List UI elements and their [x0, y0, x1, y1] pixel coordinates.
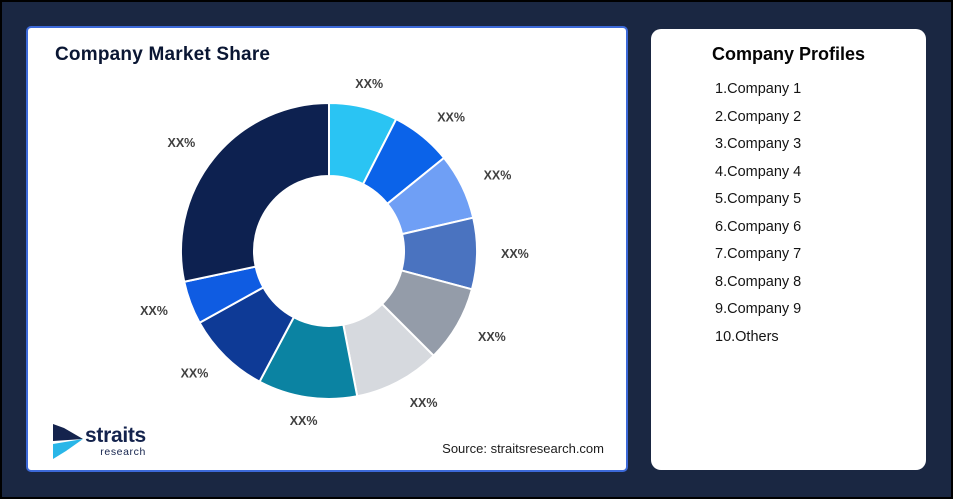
source-note: Source: straitsresearch.com — [442, 441, 604, 456]
profile-list-item: 1.Company 1 — [715, 81, 802, 97]
donut-segment-label: XX% — [501, 247, 529, 261]
donut-segment-label: XX% — [437, 110, 465, 124]
logo-text: straits research — [85, 425, 146, 458]
donut-segment-label: XX% — [484, 169, 512, 183]
donut-segment-label: XX% — [140, 304, 168, 318]
profiles-list: 1.Company 1 2.Company 2 3.Company 3 4.Co… — [651, 76, 926, 351]
logo-arrow-bottom — [53, 439, 83, 459]
logo-arrow-icon — [53, 424, 83, 459]
donut-segment-label: XX% — [290, 414, 318, 428]
profile-list-item: 2.Company 2 — [715, 108, 802, 125]
profile-list-item: 3.Company 3 — [715, 136, 802, 152]
profile-list-item: 7.Company 7 — [715, 246, 802, 262]
donut-segment-label: XX% — [181, 367, 209, 381]
profile-list-item: 4.Company 4 — [715, 163, 802, 180]
donut-segment-label: XX% — [478, 330, 506, 344]
profile-list-item: 5.Company 5 — [715, 191, 802, 207]
logo-arrow-top — [53, 424, 83, 441]
logo-name: straits — [85, 423, 146, 447]
profile-list-item: 10.Others — [715, 328, 779, 345]
market-share-card: Company Market Share XX% XX% XX% XX% XX% XX% X… — [26, 26, 628, 472]
profile-list-item: 9.Company 9 — [715, 301, 802, 317]
donut-segment — [179, 102, 330, 283]
straits-research-logo: straits research — [50, 422, 146, 460]
company-profiles-card: Company Profiles 1.Company 1 2.Company 2… — [651, 29, 926, 470]
profile-list-item: 6.Company 6 — [715, 218, 802, 235]
donut-segment-label: XX% — [410, 396, 438, 410]
profiles-title: Company Profiles — [711, 44, 866, 64]
donut-segment-label: XX% — [355, 77, 383, 91]
logo-subtext: research — [100, 445, 146, 458]
chart-title: Company Market Share — [55, 44, 271, 65]
donut-chart: XX% XX% XX% XX% XX% XX% XX% XX% XX% XX% — [140, 77, 529, 428]
profile-list-item: 8.Company 8 — [715, 273, 802, 290]
donut-segment-label: XX% — [168, 136, 196, 150]
